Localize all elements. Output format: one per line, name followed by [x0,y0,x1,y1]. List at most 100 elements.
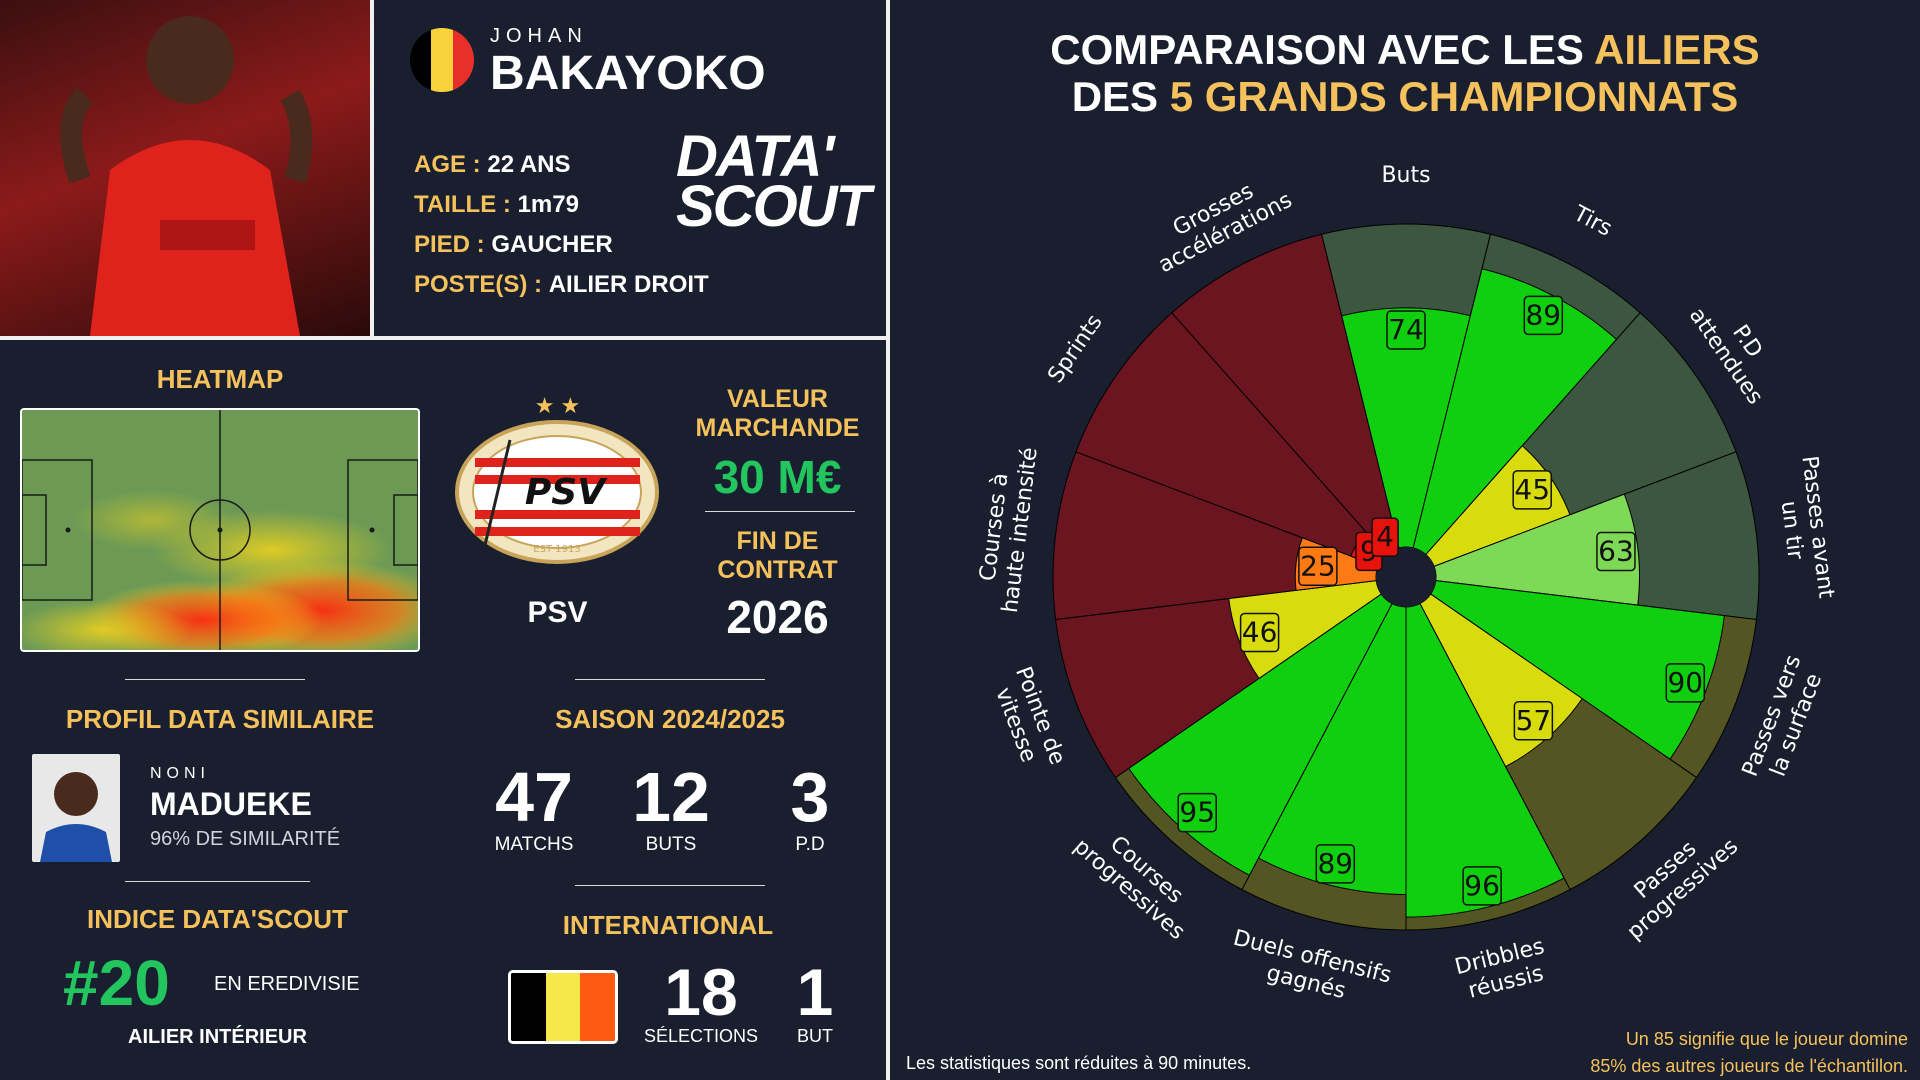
footnote-right-line2: 85% des autres joueurs de l'échantillon. [1590,1056,1908,1076]
club-logo-text: PSV [525,472,608,513]
club-name: PSV [527,596,588,629]
height-label: TAILLE : [414,191,511,218]
height-value: 1m79 [517,191,579,218]
value-label-box [1239,612,1280,653]
nationality-flag-circle [410,28,474,92]
footnote-left: Les statistiques sont réduites à 90 minu… [906,1053,1252,1073]
season-stat-value: 12 [632,758,710,836]
club-logo-year: EST 1913 [533,544,580,555]
value-label: 25 [1300,549,1336,582]
value-label-box [1298,546,1338,587]
season-stat-goals: 12 BUTS [611,760,731,856]
value-label: 95 [1179,796,1215,829]
similar-avatar [32,754,120,862]
international-caps: 18 SÉLECTIONS [636,958,766,1047]
value-label: 90 [1667,666,1703,699]
value-label-box [1512,470,1552,510]
category-label-line: Tirs [1568,201,1615,242]
age-value: 22 ANS [487,151,571,178]
title-line2-yellow: 5 GRANDS CHAMPIONNATS [1169,73,1739,120]
value-label: 45 [1514,473,1550,506]
similar-title: PROFIL DATA SIMILAIRE [65,704,375,734]
brand-line2: SCOUT [676,174,871,239]
foot-value: GAUCHER [491,231,613,258]
season-stat-value: 3 [790,758,830,836]
season-stat-assists: 3 P.D [750,760,870,856]
player-photo [0,0,370,336]
caps-value: 18 [664,955,738,1029]
season-stat-value: 47 [495,758,573,836]
value-label: 89 [1525,298,1561,331]
category-label-line: Sprints [1043,310,1107,388]
heatmap-pitch [20,408,420,652]
value-label: 96 [1464,869,1500,902]
similar-first-name: NONI [150,765,210,782]
value-label: 89 [1317,847,1353,880]
club-stars: ★ ★ [534,393,581,418]
caps-label: SÉLECTIONS [643,1026,759,1046]
footnote-right-line1: Un 85 signifie que le joueur domine [1625,1029,1908,1049]
value-label-box [1665,663,1706,703]
player-info: AGE : 22 ANS TAILLE : 1m79 PIED : GAUCHE… [414,145,709,305]
value-label-box [1371,517,1399,557]
comparison-title: COMPARAISON AVEC LES AILIERS DES 5 GRAND… [900,26,1910,120]
position-label: POSTE(S) : [414,271,543,298]
intl-goals-label: BUT [797,1026,833,1046]
player-first-name: JOHAN [490,25,588,47]
club-logo: PSV EST 1913 [455,420,660,565]
foot-label: PIED : [414,231,485,258]
intl-goals-value: 1 [796,955,834,1029]
index-title: INDICE DATA'SCOUT [87,904,348,934]
market-value-label: VALEUR MARCHANDE [695,385,860,442]
value-label-box [1315,844,1356,884]
index-rank: #20 [63,947,170,1019]
contract-label: FIN DE CONTRAT [717,527,838,584]
category-label: Sprints [1043,310,1107,388]
index-role: AILIER INTÉRIEUR [128,1026,307,1048]
similar-percentage: 96% DE SIMILARITÉ [150,828,341,850]
polar-center [1376,547,1436,607]
value-label: 46 [1242,616,1278,649]
footnote-right: Un 85 signifie que le joueur domine 85% … [1590,1026,1908,1080]
brand-line1: DATA' [676,124,834,189]
brand-logo: DATA' SCOUT [676,124,871,239]
value-label: 63 [1598,535,1634,568]
position-value: AILIER DROIT [548,271,709,298]
market-value: 30 M€ [713,451,842,503]
similar-last-name: MADUEKE [150,786,312,822]
value-label-box [1386,310,1426,350]
season-title: SAISON 2024/2025 [555,704,785,734]
season-stat-label: BUTS [645,834,697,855]
international-title: INTERNATIONAL [562,910,774,940]
category-label: Buts [1381,163,1430,188]
international-flag [508,970,618,1044]
title-line1-yellow: AILIERS [1594,26,1760,73]
value-label-box [1177,792,1217,833]
value-label-box [1523,295,1564,336]
season-stat-matches: 47 MATCHS [474,760,594,856]
international-goals: 1 BUT [780,958,850,1047]
value-label: 4 [1376,520,1394,553]
category-label-line: Buts [1381,163,1430,188]
value-label-box [1462,866,1502,906]
season-stat-label: MATCHS [494,834,574,855]
value-label: 74 [1388,313,1424,346]
index-league: EN EREDIVISIE [214,973,360,995]
category-label: Tirs [1568,201,1615,242]
title-line2-white: DES [1071,73,1170,120]
value-label-box [1513,701,1554,741]
player-last-name: BAKAYOKO [490,47,766,100]
season-stat-label: P.D [795,834,825,855]
value-label-box [1596,531,1636,572]
heatmap-title: HEATMAP [156,364,284,394]
title-line1-white: COMPARAISON AVEC LES [1050,26,1594,73]
age-label: AGE : [414,151,481,178]
value-label: 57 [1516,704,1552,737]
